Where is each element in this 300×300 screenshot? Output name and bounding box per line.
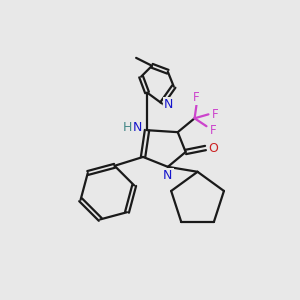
Text: F: F [210,124,217,137]
Text: O: O [208,142,218,154]
Text: N: N [164,98,173,111]
Text: H: H [122,121,132,134]
Text: F: F [212,108,219,121]
Text: N: N [163,169,172,182]
Text: N: N [132,121,142,134]
Text: F: F [193,91,200,104]
